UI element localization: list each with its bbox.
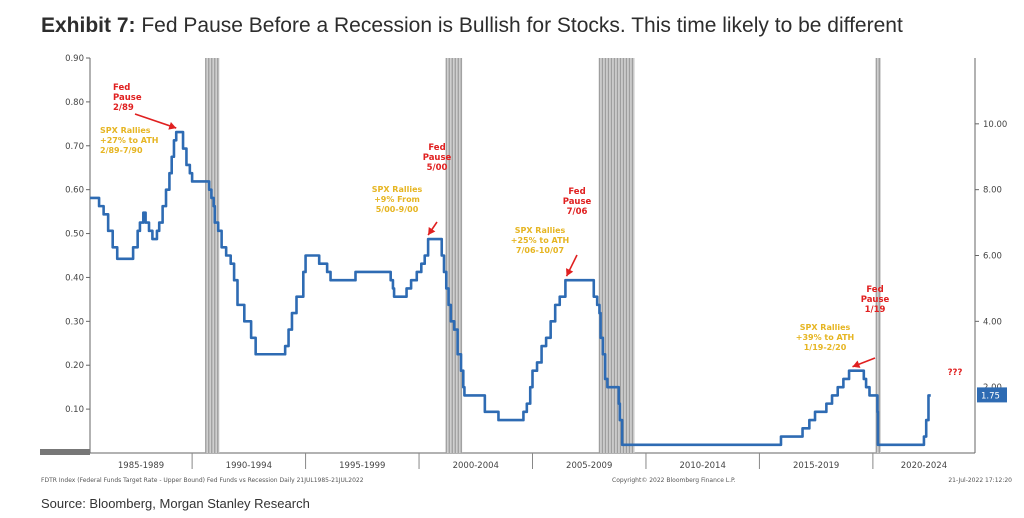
spx-rally-label: +27% to ATH (100, 136, 158, 145)
x-period-label: 1985-1989 (118, 461, 164, 471)
right-axis-label: 10.00 (983, 120, 1007, 130)
exhibit-title: Exhibit 7: Fed Pause Before a Recession … (41, 14, 903, 38)
spx-rally-label: SPX Rallies (515, 226, 566, 235)
left-axis-label: 0.20 (65, 361, 84, 371)
fed-pause-label: 5/00 (427, 163, 448, 173)
spx-rally-label: +39% to ATH (796, 333, 854, 342)
exhibit-label: Exhibit 7: (41, 14, 136, 37)
last-value-badge (977, 387, 1007, 403)
source-note: Source: Bloomberg, Morgan Stanley Resear… (41, 496, 310, 511)
left-axis-label: 0.70 (65, 142, 84, 152)
spx-rally-label: 7/06-10/07 (516, 246, 564, 255)
x-period-label: 2010-2014 (680, 461, 726, 471)
left-axis-label: 0.60 (65, 186, 84, 196)
spx-rally-label: SPX Rallies (800, 323, 851, 332)
left-axis-zero-block (40, 449, 90, 455)
left-axis-label: 0.50 (65, 230, 84, 240)
x-period-label: 1990-1994 (226, 461, 272, 471)
right-axis-label: 8.00 (983, 186, 1002, 196)
fed-pause-arrowhead (428, 227, 436, 236)
x-period-label: 2000-2004 (453, 461, 499, 471)
left-axis-label: 0.90 (65, 54, 84, 64)
x-period-label: 2020-2024 (901, 461, 947, 471)
right-axis-label: 6.00 (983, 252, 1002, 262)
x-period-label: 1995-1999 (339, 461, 385, 471)
footer-index-note: FDTR Index (Federal Funds Target Rate - … (41, 477, 364, 484)
spx-rally-label: +25% to ATH (511, 236, 569, 245)
question-label: ??? (948, 368, 963, 378)
fed-pause-label: Pause (563, 197, 592, 207)
fed-pause-label: 1/19 (865, 305, 886, 315)
spx-rally-label: +9% From (374, 195, 420, 204)
footer-copyright: Copyright© 2022 Bloomberg Finance L.P. (612, 477, 736, 484)
exhibit-heading: Fed Pause Before a Recession is Bullish … (141, 14, 903, 37)
fed-pause-arrowhead (852, 360, 861, 368)
spx-rally-label: 5/00-9/00 (376, 205, 419, 214)
left-axis-label: 0.80 (65, 98, 84, 108)
right-axis-label: 4.00 (983, 317, 1002, 327)
footer-timestamp: 21-Jul-2022 17:12:20 (948, 477, 1012, 484)
spx-rally-label: 2/89-7/90 (100, 146, 143, 155)
x-period-label: 2005-2009 (566, 461, 612, 471)
fed-pause-arrow (134, 113, 177, 129)
fed-pause-label: Pause (423, 153, 452, 163)
recession-band (876, 58, 881, 453)
fed-pause-label: Pause (113, 93, 142, 103)
fed-pause-label: Fed (428, 143, 445, 153)
x-period-label: 2015-2019 (793, 461, 839, 471)
fed-pause-label: Fed (568, 187, 585, 197)
fed-pause-label: Fed (113, 83, 130, 93)
spx-rally-label: SPX Rallies (372, 185, 423, 194)
fed-pause-label: 7/06 (567, 207, 588, 217)
fed-pause-arrowhead (168, 122, 177, 130)
fed-pause-label: Pause (861, 295, 890, 305)
fed-funds-line (90, 130, 931, 447)
fed-pause-label: Fed (866, 285, 883, 295)
last-value-label: 1.75 (981, 391, 1000, 401)
spx-rally-label: SPX Rallies (100, 126, 151, 135)
left-axis-label: 0.40 (65, 273, 84, 283)
left-axis-label: 0.10 (65, 405, 84, 415)
left-axis-label: 0.30 (65, 317, 84, 327)
fed-pause-arrowhead (566, 268, 574, 277)
fed-pause-label: 2/89 (113, 103, 134, 113)
spx-rally-label: 1/19-2/20 (804, 343, 847, 352)
